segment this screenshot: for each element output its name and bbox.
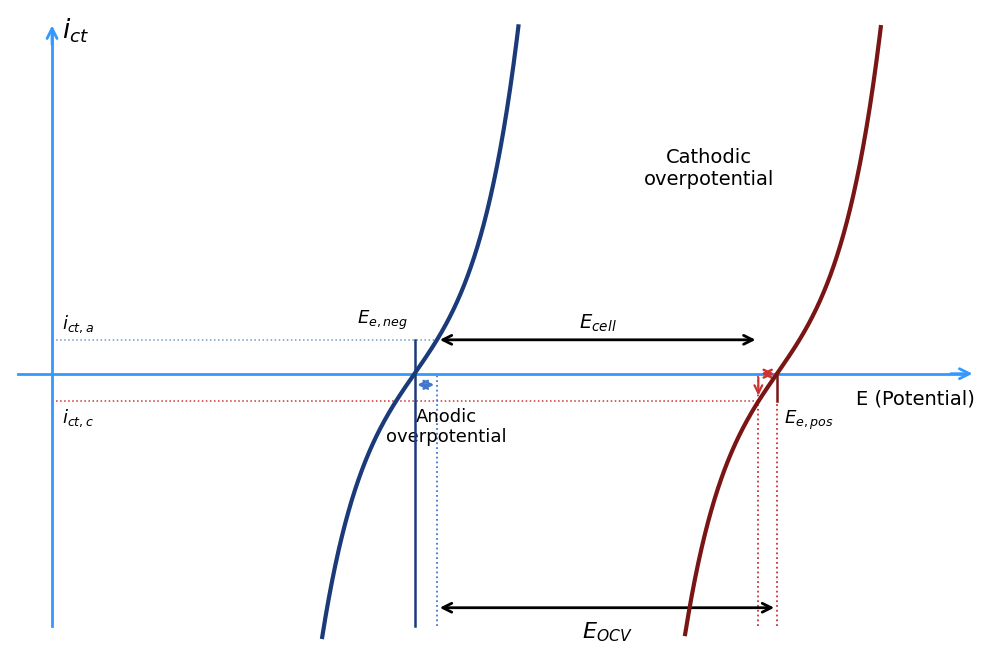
Text: $E_{cell}$: $E_{cell}$	[579, 312, 617, 333]
Text: Anodic
overpotential: Anodic overpotential	[386, 407, 507, 446]
Text: $i_{ct,a}$: $i_{ct,a}$	[62, 313, 95, 335]
Text: $E_{OCV}$: $E_{OCV}$	[582, 620, 632, 644]
Text: $i_{ct,c}$: $i_{ct,c}$	[62, 407, 94, 429]
Text: $E_{e,pos}$: $E_{e,pos}$	[784, 409, 833, 432]
Text: E (Potential): E (Potential)	[856, 389, 975, 408]
Text: $i_{ct}$: $i_{ct}$	[62, 16, 90, 45]
Text: Cathodic
overpotential: Cathodic overpotential	[643, 148, 774, 189]
Text: $E_{e,neg}$: $E_{e,neg}$	[357, 309, 408, 333]
